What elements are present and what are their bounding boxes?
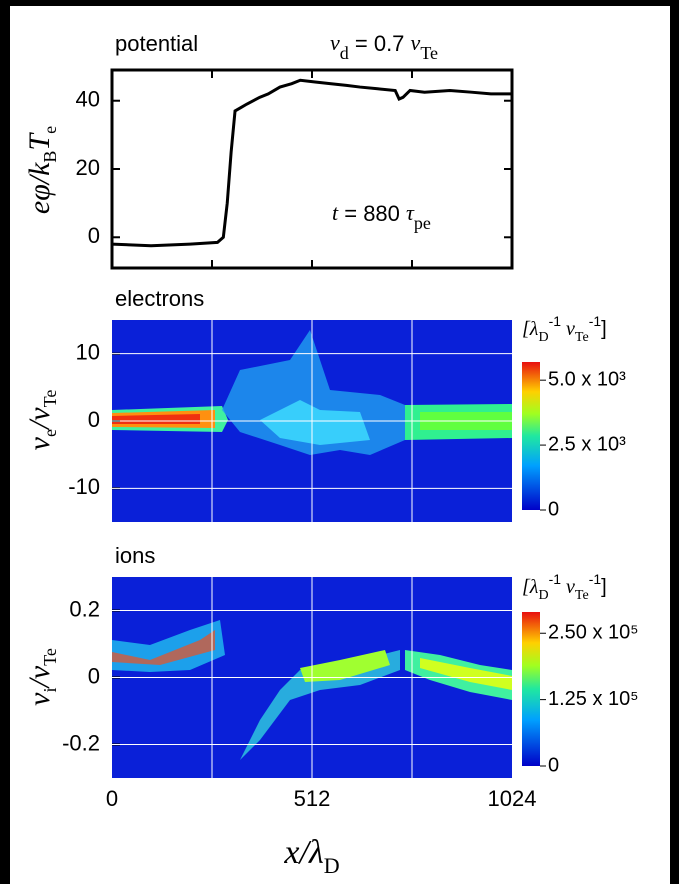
colorbar-tick-label: 2.50 x 10⁵ bbox=[548, 622, 639, 644]
panel-title: potential bbox=[115, 31, 198, 56]
y-tick-label: 0 bbox=[88, 223, 100, 248]
annotation: t = 880 τpe bbox=[332, 200, 431, 233]
y-axis-label: vi/vTe bbox=[23, 648, 60, 706]
y-tick-label: 40 bbox=[76, 87, 100, 112]
colorbar-tick-label: 5.0 x 10³ bbox=[548, 368, 626, 390]
x-axis-label: x/λD bbox=[283, 834, 339, 878]
y-tick-label: 10 bbox=[76, 339, 100, 364]
plot-frame bbox=[110, 68, 514, 270]
panel-title: electrons bbox=[115, 286, 204, 311]
colorbar-label: [λD-1 vTe-1] bbox=[522, 571, 607, 603]
colorbar-tick-label: 1.25 x 10⁵ bbox=[548, 688, 639, 710]
colorbar-tick-label: 0 bbox=[548, 498, 559, 520]
y-tick-label: -10 bbox=[68, 474, 100, 499]
x-tick-label: 1024 bbox=[488, 786, 537, 811]
y-tick-label: 20 bbox=[76, 155, 100, 180]
panel-title: ions bbox=[115, 543, 155, 568]
colorbar bbox=[522, 612, 540, 766]
colorbar-tick-label: 2.5 x 10³ bbox=[548, 433, 626, 455]
y-tick-label: 0.2 bbox=[69, 596, 100, 621]
potential-line bbox=[111, 78, 512, 248]
colorbar-label: [λD-1 vTe-1] bbox=[522, 313, 607, 345]
y-tick-label: 0 bbox=[88, 663, 100, 688]
y-tick-label: 0 bbox=[88, 407, 100, 432]
colorbar bbox=[522, 362, 540, 510]
x-tick-label: 512 bbox=[294, 786, 331, 811]
y-axis-label: eφ/kBTe bbox=[23, 126, 60, 214]
colorbar-tick-label: 0 bbox=[548, 754, 559, 776]
x-tick-label: 0 bbox=[106, 786, 118, 811]
y-tick-label: -0.2 bbox=[62, 730, 100, 755]
annotation: vd = 0.7 vTe bbox=[330, 30, 438, 63]
y-axis-label: ve/vTe bbox=[23, 390, 60, 451]
